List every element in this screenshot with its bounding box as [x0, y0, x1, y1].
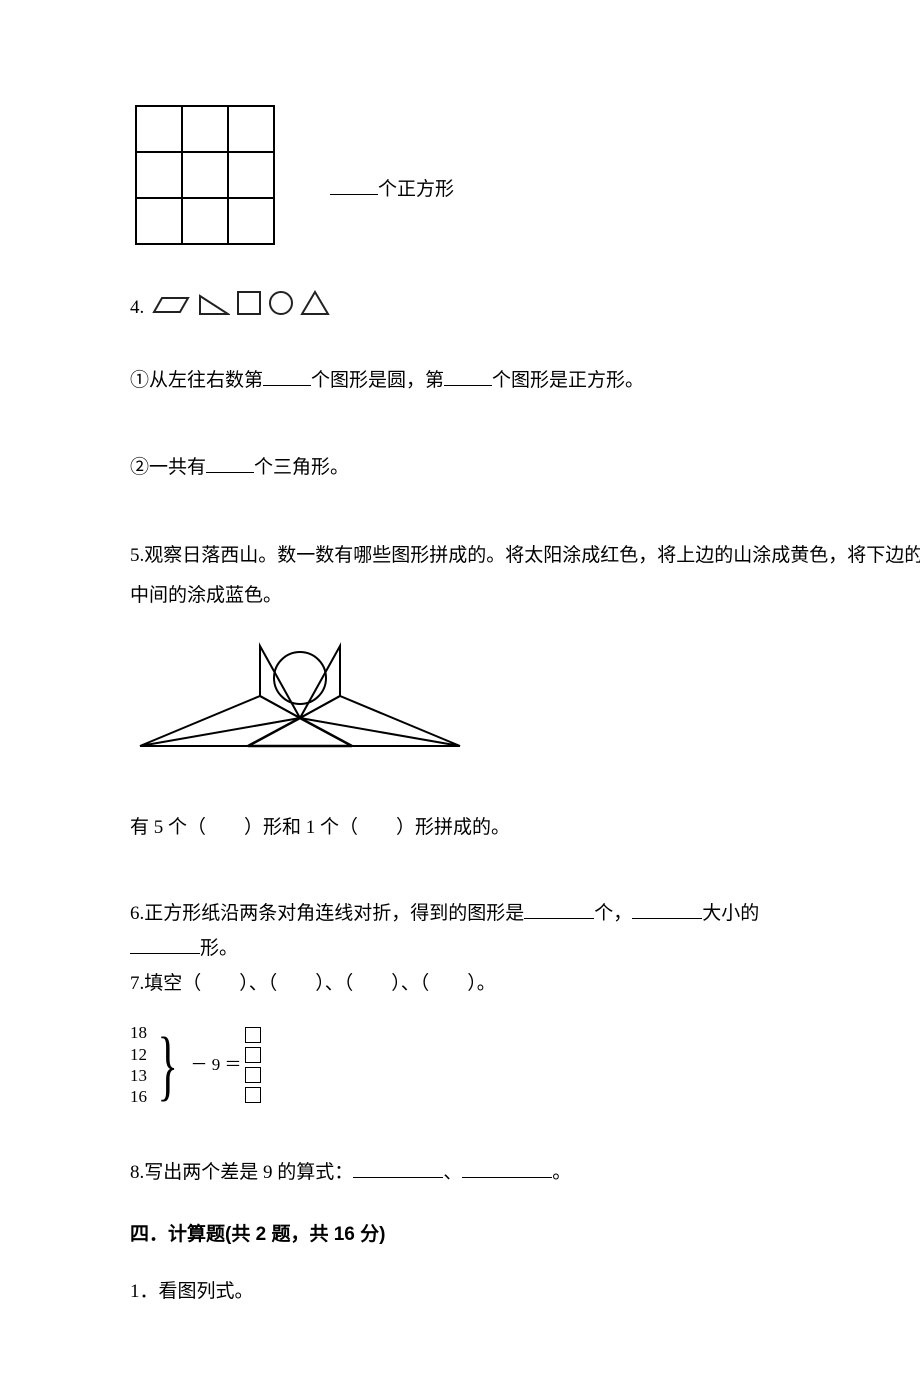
section-4-title: 四．计算题(共 2 题，共 16 分) [130, 1221, 920, 1250]
num: 16 [130, 1086, 147, 1107]
mountain-right [300, 696, 460, 746]
q7-text: 填空（ ）、（ ）、（ ）、（ ）。 [144, 973, 496, 994]
blank[interactable] [130, 934, 200, 954]
answer-boxes [245, 1027, 261, 1103]
shapes-row [150, 290, 330, 316]
q4-line2: ②一共有 个三角形。 [130, 448, 920, 488]
blank[interactable] [524, 899, 594, 919]
q7-number: 7. [130, 973, 144, 994]
right-triangle-icon [198, 294, 230, 316]
text: 正方形纸沿两条对角连线对折，得到的图形是 [144, 903, 524, 924]
answer-box[interactable] [245, 1067, 261, 1083]
q4-number: 4. [130, 290, 144, 323]
question-grid-squares: 个正方形 [130, 100, 920, 250]
q8-number: 8. [130, 1162, 144, 1183]
text: ②一共有 [130, 457, 206, 478]
text: 、 [443, 1162, 462, 1183]
text: ①从左往右数第 [130, 370, 263, 391]
blank[interactable] [330, 175, 378, 195]
num: 13 [130, 1065, 147, 1086]
blank[interactable] [206, 453, 254, 473]
num: 12 [130, 1044, 147, 1065]
text: 个图形是圆，第 [311, 370, 444, 391]
grid-3x3 [130, 100, 280, 250]
question-4: 4. [130, 290, 920, 323]
answer-box[interactable] [245, 1087, 261, 1103]
num: 18 [130, 1022, 147, 1043]
q6-number: 6. [130, 903, 144, 924]
text: 个三角形。 [254, 457, 349, 478]
q4-line1: ①从左往右数第 个图形是圆，第 个图形是正方形。 [130, 361, 920, 401]
grid-answer-line: 个正方形 [330, 175, 454, 251]
text: 。 [552, 1162, 571, 1183]
blank[interactable] [632, 899, 702, 919]
blank[interactable] [444, 366, 492, 386]
mountain-left [140, 696, 300, 746]
blank[interactable] [353, 1158, 443, 1178]
bracket-numbers: 18 12 13 16 [130, 1022, 147, 1107]
text: 形。 [200, 938, 238, 959]
answer-box[interactable] [245, 1047, 261, 1063]
q5-number: 5. [130, 545, 144, 566]
text: 1．看图列式。 [130, 1281, 254, 1302]
front-mountain [248, 718, 352, 746]
question-8: 8.写出两个差是 9 的算式： 、 。 [130, 1153, 920, 1193]
q5-text: 观察日落西山。数一数有哪些图形拼成的。将太阳涂成红色，将上边的山涂成黄色，将下边… [130, 545, 920, 606]
blank[interactable] [462, 1158, 552, 1178]
text: 个图形是正方形。 [492, 370, 644, 391]
text: 写出两个差是 9 的算式： [144, 1162, 353, 1183]
question-6: 6.正方形纸沿两条对角连线对折，得到的图形是 个， 大小的形。 [130, 897, 920, 965]
operation: － 9 ＝ [190, 1052, 241, 1078]
triangle-icon [300, 290, 330, 316]
sun-circle [274, 652, 326, 704]
circle-icon [268, 290, 294, 316]
peak-left [260, 646, 300, 718]
bracket-equation: 18 12 13 16 } － 9 ＝ [130, 1022, 920, 1107]
text: 个， [594, 903, 632, 924]
question-7: 7.填空（ ）、（ ）、（ ）、（ ）。 [130, 970, 920, 999]
sunset-figure [130, 636, 920, 766]
text: 大小的 [702, 903, 759, 924]
text: 有 5 个（ ）形和 1 个（ ）形拼成的。 [130, 817, 510, 838]
text: 四．计算题(共 2 题，共 16 分) [130, 1224, 385, 1245]
question-5: 5.观察日落西山。数一数有哪些图形拼成的。将太阳涂成红色，将上边的山涂成黄色，将… [130, 536, 920, 616]
parallelogram-icon [150, 294, 192, 316]
brace-icon: } [157, 1026, 178, 1104]
q5-answer: 有 5 个（ ）形和 1 个（ ）形拼成的。 [130, 808, 920, 848]
text: 个正方形 [378, 179, 454, 200]
peak-right [300, 646, 340, 718]
answer-box[interactable] [245, 1027, 261, 1043]
blank[interactable] [263, 366, 311, 386]
square-icon [236, 290, 262, 316]
